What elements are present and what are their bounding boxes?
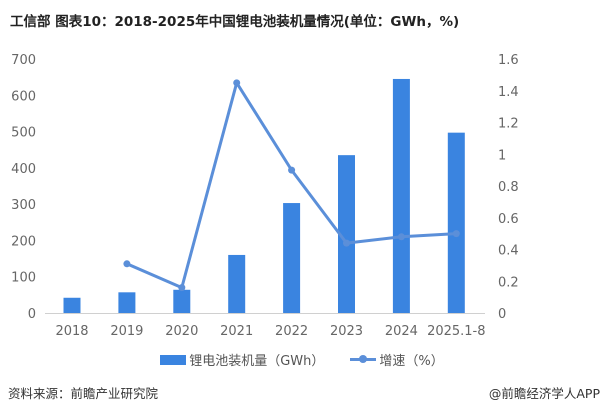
growth-point-2021 xyxy=(233,79,241,87)
right-axis-tick: 0.2 xyxy=(498,275,519,290)
growth-point-2022 xyxy=(288,166,296,174)
chart-title: 工信部 图表10：2018-2025年中国锂电池装机量情况(单位：GWh，%) xyxy=(10,14,460,30)
right-axis-tick: 0 xyxy=(498,307,506,322)
legend-item-bar: 锂电池装机量（GWh） xyxy=(160,350,324,369)
legend: 锂电池装机量（GWh） 增速（%） xyxy=(0,350,604,369)
bar-2023 xyxy=(338,155,355,313)
right-axis-tick: 0.4 xyxy=(498,244,519,259)
growth-point-2019 xyxy=(123,260,131,268)
right-axis-tick: 1.6 xyxy=(498,53,519,68)
legend-swatch-bar xyxy=(160,354,187,365)
x-axis-tick: 2022 xyxy=(275,324,308,339)
left-axis-tick: 500 xyxy=(11,126,36,141)
right-axis-tick: 0.6 xyxy=(498,212,519,227)
legend-label-bar: 锂电池装机量（GWh） xyxy=(189,354,325,369)
x-axis-tick: 2025.1-8 xyxy=(427,324,485,339)
legend-swatch-line xyxy=(350,355,377,363)
growth-point-2024 xyxy=(397,233,405,241)
left-axis-tick: 200 xyxy=(11,234,36,249)
x-axis-tick: 2018 xyxy=(55,324,88,339)
left-axis-tick: 600 xyxy=(11,89,36,104)
right-axis-tick: 0.8 xyxy=(498,180,519,195)
x-axis-tick: 2020 xyxy=(165,324,198,339)
growth-point-2020 xyxy=(178,284,186,292)
x-axis-tick: 2019 xyxy=(110,324,143,339)
left-axis-tick: 0 xyxy=(28,307,36,322)
chart-plot: 0 100 200 300 400 500 600 700 0 0.2 0.4 0.6 0.8 1 1.2 1… xyxy=(11,53,519,339)
legend-label-line: 增速（%） xyxy=(379,354,444,369)
credit-note: @前瞻经济学人APP xyxy=(488,386,600,401)
bar-2021 xyxy=(228,254,246,313)
x-axis-tick: 2023 xyxy=(330,324,363,339)
source-note: 资料来源：前瞻产业研究院 xyxy=(8,386,159,401)
bar-2018 xyxy=(63,297,81,313)
left-axis-tick: 400 xyxy=(11,162,36,177)
growth-point-2025.1-8 xyxy=(452,230,460,238)
right-axis-tick: 1.4 xyxy=(498,85,519,100)
bar-2022 xyxy=(283,203,301,313)
x-axis-tick: 2024 xyxy=(385,324,418,339)
bar-2025.1-8 xyxy=(447,132,465,313)
left-axis-tick: 100 xyxy=(11,271,36,286)
right-axis-tick: 1 xyxy=(498,148,506,163)
bar-2024 xyxy=(392,78,410,313)
right-axis-tick: 1.2 xyxy=(498,117,519,132)
left-axis-tick: 300 xyxy=(11,198,36,213)
legend-item-line: 增速（%） xyxy=(350,350,444,369)
x-axis-tick: 2021 xyxy=(220,324,253,339)
bar-2019 xyxy=(118,292,136,313)
bar-2020 xyxy=(173,289,191,313)
growth-point-2023 xyxy=(343,239,350,247)
left-axis-tick: 700 xyxy=(11,53,36,68)
